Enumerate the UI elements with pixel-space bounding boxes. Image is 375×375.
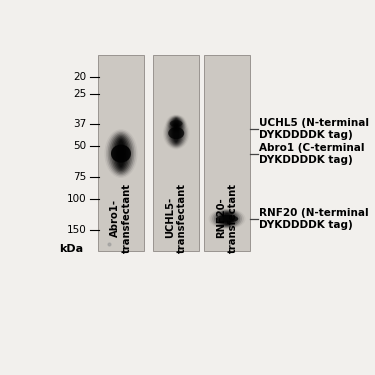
Ellipse shape [214, 210, 240, 228]
Ellipse shape [217, 211, 237, 226]
Ellipse shape [212, 210, 242, 228]
Ellipse shape [165, 119, 187, 148]
Text: Abro1 (C-terminal
DYKDDDDK tag): Abro1 (C-terminal DYKDDDDK tag) [259, 142, 364, 165]
Ellipse shape [109, 134, 133, 174]
Text: RNF20 (N-terminal
DYKDDDDK tag): RNF20 (N-terminal DYKDDDDK tag) [259, 208, 369, 230]
Ellipse shape [223, 213, 231, 225]
Ellipse shape [174, 118, 178, 129]
Ellipse shape [169, 116, 184, 131]
Ellipse shape [104, 129, 138, 178]
Ellipse shape [171, 117, 182, 130]
Ellipse shape [170, 122, 183, 145]
Ellipse shape [116, 139, 126, 168]
Text: 50: 50 [73, 141, 86, 152]
Ellipse shape [166, 115, 186, 132]
Bar [98, 55, 144, 252]
Bar [204, 55, 250, 252]
Text: 25: 25 [73, 89, 86, 99]
Ellipse shape [106, 130, 136, 177]
Text: 150: 150 [66, 225, 86, 235]
Ellipse shape [168, 120, 184, 146]
Ellipse shape [216, 211, 238, 227]
Text: kDa: kDa [60, 244, 84, 254]
Ellipse shape [112, 136, 129, 171]
Text: RNF20-
transfectant: RNF20- transfectant [216, 183, 238, 253]
Ellipse shape [172, 117, 181, 130]
Ellipse shape [173, 124, 179, 142]
Ellipse shape [171, 122, 182, 144]
Ellipse shape [167, 120, 186, 147]
Text: UCHL5-
transfectant: UCHL5- transfectant [165, 183, 187, 253]
Text: 100: 100 [66, 194, 86, 204]
Text: UCHL5 (N-terminal
DYKDDDDK tag): UCHL5 (N-terminal DYKDDDDK tag) [259, 118, 369, 141]
Bar [153, 55, 200, 252]
Ellipse shape [221, 213, 233, 225]
Ellipse shape [168, 127, 184, 139]
Ellipse shape [168, 116, 185, 132]
Ellipse shape [164, 118, 188, 148]
Ellipse shape [216, 215, 238, 223]
Text: 75: 75 [73, 172, 86, 182]
Ellipse shape [170, 120, 183, 127]
Ellipse shape [172, 123, 180, 143]
Text: Abro1-
transfectant: Abro1- transfectant [110, 183, 132, 253]
Text: 20: 20 [73, 72, 86, 82]
Ellipse shape [219, 212, 235, 226]
Ellipse shape [170, 117, 183, 130]
Ellipse shape [108, 132, 134, 175]
Ellipse shape [117, 140, 124, 167]
Ellipse shape [210, 209, 244, 229]
Ellipse shape [114, 138, 128, 170]
Ellipse shape [111, 135, 131, 172]
Text: 37: 37 [73, 118, 86, 129]
Ellipse shape [173, 118, 180, 129]
Ellipse shape [111, 145, 131, 163]
